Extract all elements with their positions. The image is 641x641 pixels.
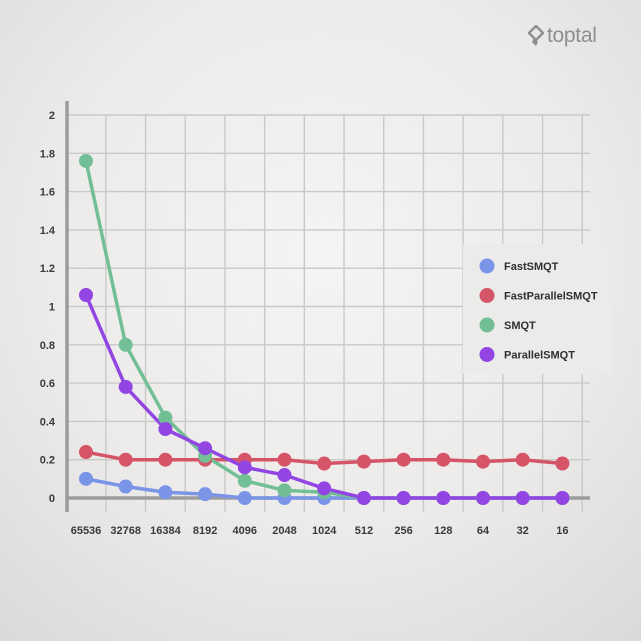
legend: FastSMQT FastParallelSMQT SMQT ParallelSMQT xyxy=(463,244,613,374)
toptal-logo: toptal xyxy=(528,24,597,48)
legend-label: ParallelSMQT xyxy=(504,350,575,362)
data-point-FastParallelSMQT xyxy=(396,452,411,467)
data-point-FastParallelSMQT xyxy=(436,452,451,467)
y-tick-label: 2 xyxy=(49,110,55,122)
data-point-FastParallelSMQT xyxy=(158,452,173,467)
x-tick-label: 16 xyxy=(556,525,568,537)
data-point-ParallelSMQT xyxy=(158,422,173,437)
y-tick-label: 0.6 xyxy=(40,378,55,390)
x-tick-label: 1024 xyxy=(312,525,337,537)
data-point-FastParallelSMQT xyxy=(79,445,93,460)
data-point-ParallelSMQT xyxy=(436,491,451,505)
x-tick-label: 65536 xyxy=(71,525,102,537)
data-point-FastParallelSMQT xyxy=(277,452,292,467)
y-tick-label: 1.2 xyxy=(40,263,55,275)
y-tick-label: 1 xyxy=(49,302,55,314)
data-point-SMQT xyxy=(158,410,173,425)
x-tick-label: 16384 xyxy=(150,525,181,537)
data-point-SMQT xyxy=(118,337,133,352)
data-point-FastParallelSMQT xyxy=(118,452,133,467)
y-tick-label: 1.8 xyxy=(40,148,55,160)
data-point-SMQT xyxy=(277,483,292,498)
data-point-ParallelSMQT xyxy=(515,491,530,505)
x-tick-label: 128 xyxy=(434,525,452,537)
y-tick-label: 0.2 xyxy=(40,455,55,467)
data-point-FastParallelSMQT xyxy=(555,456,570,471)
legend-label: FastSMQT xyxy=(504,261,559,273)
x-tick-label: 32 xyxy=(517,525,529,537)
data-point-ParallelSMQT xyxy=(277,468,292,483)
logo-text: toptal xyxy=(547,24,597,47)
y-tick-label: 1.4 xyxy=(40,225,56,237)
data-point-ParallelSMQT xyxy=(79,288,93,303)
x-tick-label: 32768 xyxy=(110,525,141,537)
data-point-ParallelSMQT xyxy=(118,379,133,394)
x-tick-label: 4096 xyxy=(233,525,257,537)
data-point-FastSMQT xyxy=(158,485,173,500)
x-tick-label: 64 xyxy=(477,525,490,537)
data-point-ParallelSMQT xyxy=(476,491,490,505)
data-point-FastParallelSMQT xyxy=(356,454,371,469)
data-point-FastParallelSMQT xyxy=(515,452,530,467)
legend-label: SMQT xyxy=(504,320,536,332)
data-point-ParallelSMQT xyxy=(396,491,411,505)
data-point-ParallelSMQT xyxy=(317,481,332,496)
y-tick-label: 0.4 xyxy=(40,416,56,428)
data-point-FastSMQT xyxy=(237,491,252,505)
data-point-FastSMQT xyxy=(79,471,93,486)
series-layer xyxy=(79,153,570,505)
legend-marker xyxy=(479,288,495,303)
data-point-ParallelSMQT xyxy=(237,460,252,475)
data-point-FastSMQT xyxy=(118,479,133,494)
data-point-FastParallelSMQT xyxy=(476,454,490,469)
x-tick-label: 2048 xyxy=(272,525,296,537)
data-point-SMQT xyxy=(237,473,252,488)
data-point-FastSMQT xyxy=(198,487,213,502)
toptal-diamond-icon xyxy=(528,25,544,46)
data-point-ParallelSMQT xyxy=(356,491,371,505)
data-point-ParallelSMQT xyxy=(555,491,570,505)
data-point-FastParallelSMQT xyxy=(317,456,332,471)
legend-marker xyxy=(479,258,495,274)
legend-marker xyxy=(479,347,495,362)
x-tick-label: 512 xyxy=(355,525,373,537)
data-point-SMQT xyxy=(79,153,93,168)
y-tick-label: 1.6 xyxy=(40,187,55,199)
legend-marker xyxy=(479,317,495,333)
y-tick-label: 0 xyxy=(49,493,55,505)
x-tick-label: 8192 xyxy=(193,525,217,537)
data-point-ParallelSMQT xyxy=(198,441,213,456)
x-tick-label: 256 xyxy=(394,525,412,537)
legend-label: FastParallelSMQT xyxy=(504,291,598,303)
y-tick-label: 0.8 xyxy=(40,340,55,352)
